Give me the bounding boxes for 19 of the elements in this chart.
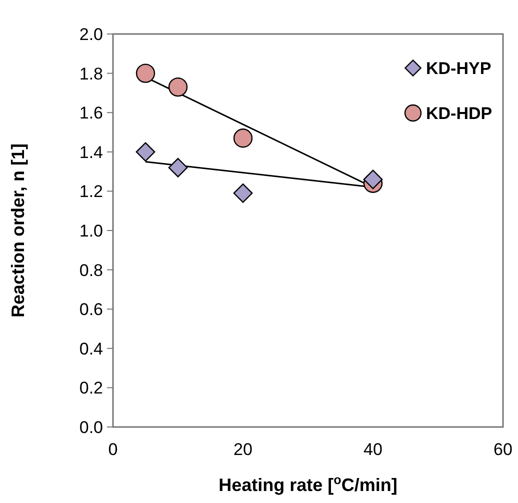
- y-tick-label: 1.4: [79, 142, 103, 162]
- y-tick-label: 0.0: [79, 418, 103, 437]
- x-tick-label: 60: [494, 440, 512, 459]
- x-tick-label: 40: [364, 440, 382, 459]
- y-tick-label: 0.8: [79, 260, 103, 280]
- y-tick-label: 1.2: [79, 182, 103, 202]
- y-tick-label: 2.0: [79, 24, 103, 44]
- y-tick-label: 1.8: [79, 64, 103, 84]
- x-tick-label: 0: [108, 440, 118, 459]
- y-axis-title: Reaction order, n [1]: [8, 143, 28, 318]
- legend-label: KD-HYP: [426, 58, 492, 78]
- y-tick-label: 1.6: [79, 104, 103, 123]
- y-tick-label: 0.4: [79, 339, 103, 358]
- y-tick-label: 0.2: [79, 378, 103, 398]
- legend-label: KD-HDP: [426, 104, 492, 123]
- y-tick-label: 0.6: [79, 300, 103, 320]
- x-axis-title: Heating rate [$^{o}$C/min]: [218, 473, 398, 495]
- x-tick-label: 20: [234, 440, 252, 459]
- y-tick-label: 1.0: [79, 221, 103, 240]
